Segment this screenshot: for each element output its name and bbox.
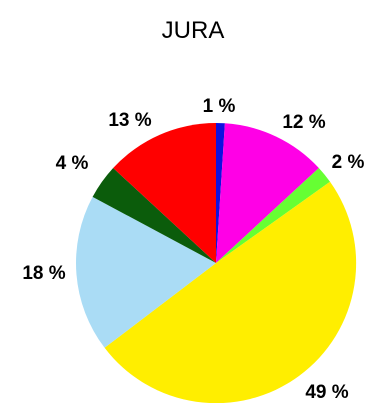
slice-label: 2 %	[332, 152, 365, 173]
slice-label: 13 %	[108, 110, 151, 131]
slice-label: 49 %	[305, 382, 348, 403]
slice-label: 4 %	[56, 153, 89, 174]
chart-title: JURA	[162, 17, 225, 44]
slice-label: 1 %	[203, 96, 236, 117]
slice-label: 12 %	[282, 112, 325, 133]
slice-label: 18 %	[22, 263, 65, 284]
pie-slices	[76, 123, 356, 403]
